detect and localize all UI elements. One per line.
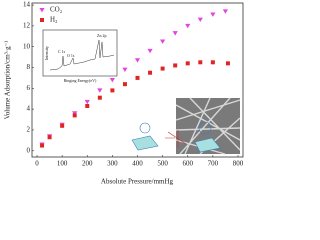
- point: [210, 12, 216, 17]
- point: [97, 88, 103, 93]
- x-tick-label: 100: [57, 160, 68, 168]
- point: [198, 60, 203, 65]
- y-tick-label: 0: [27, 146, 31, 154]
- x-tick-label: 0: [35, 160, 39, 168]
- point: [134, 58, 141, 63]
- y-tick-label: 8: [27, 63, 31, 71]
- point: [197, 17, 203, 23]
- inset-peak: O 1s: [67, 53, 75, 58]
- x-tick-label: 600: [182, 160, 193, 168]
- point: [185, 61, 190, 66]
- x-tick-label: 300: [107, 160, 118, 168]
- point: [222, 9, 229, 14]
- point: [85, 104, 90, 109]
- x-axis-label: Absolute Pressure/mmHg: [101, 178, 174, 186]
- point: [109, 78, 115, 83]
- y-tick-label: 12: [23, 22, 31, 30]
- mof-sketch: [131, 121, 221, 153]
- x-tick-label: 500: [157, 160, 168, 168]
- molecule: [198, 121, 212, 135]
- point: [122, 67, 128, 72]
- y-tick-label: 4: [27, 105, 31, 113]
- point: [210, 60, 215, 65]
- point: [225, 61, 230, 66]
- inset-frame: [42, 29, 118, 77]
- xps-inset: Intensity Binging Energy(eV) C 1s O 1s Z…: [42, 29, 118, 83]
- y-axis-label: Volume Adsorption/cm³·g⁻¹: [4, 41, 12, 120]
- inset-spectrum: [49, 39, 115, 71]
- plate: [131, 135, 159, 151]
- inset-ylabel: Intensity: [44, 46, 49, 60]
- point: [135, 75, 140, 80]
- point: [84, 99, 90, 105]
- point: [47, 135, 52, 140]
- point: [122, 82, 127, 87]
- legend-label: CO₂: [50, 6, 63, 14]
- legend-label: H₂: [50, 16, 58, 24]
- legend-marker: [39, 8, 45, 13]
- inset-peak: C 1s: [58, 49, 66, 54]
- point: [72, 113, 77, 118]
- y-tick-label: 10: [23, 42, 31, 50]
- point: [40, 143, 45, 148]
- point: [97, 95, 102, 100]
- y-tick-label: 6: [27, 84, 31, 92]
- y-tick-label: 2: [27, 126, 31, 134]
- plate: [194, 137, 221, 153]
- x-tick-label: 800: [233, 160, 244, 168]
- legend-marker: [40, 18, 44, 22]
- point: [160, 39, 166, 44]
- point: [173, 63, 178, 68]
- inset-xlabel: Binging Energy(eV): [64, 78, 97, 83]
- point: [172, 31, 178, 36]
- chart: Absolute Pressure/mmHg Volume Adsorption…: [4, 1, 244, 186]
- point: [185, 23, 191, 29]
- x-tick-label: 200: [82, 160, 93, 168]
- x-tick-label: 400: [132, 160, 143, 168]
- y-tick-label: 14: [23, 1, 31, 9]
- point: [147, 48, 153, 54]
- inset-peak: Zn 2p: [97, 33, 106, 38]
- molecule: [139, 122, 151, 134]
- x-tick-label: 700: [208, 160, 219, 168]
- point: [110, 88, 115, 93]
- linker: [165, 130, 187, 148]
- point: [160, 66, 165, 71]
- point: [148, 70, 153, 75]
- point: [60, 123, 65, 128]
